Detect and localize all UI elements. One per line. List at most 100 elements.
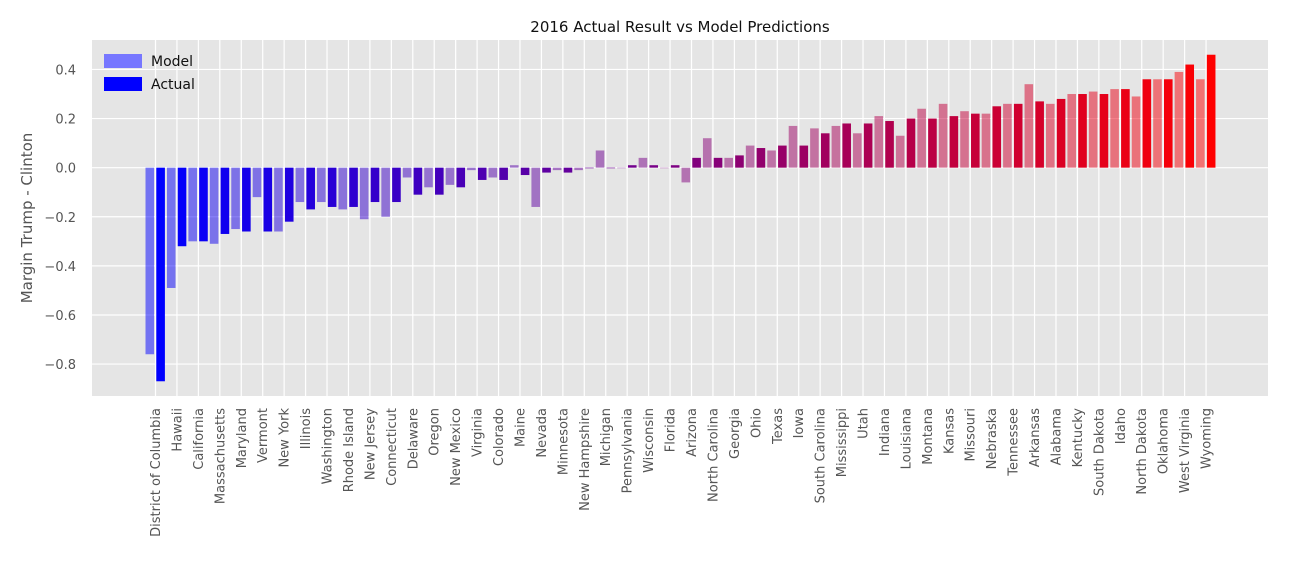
x-tick-label: Hawaii <box>170 408 185 452</box>
bar-actual <box>971 113 980 168</box>
x-tick-label: North Dakota <box>1135 408 1150 495</box>
x-tick-label: South Dakota <box>1092 408 1107 496</box>
bar-actual <box>756 148 766 168</box>
bar-actual <box>1078 94 1087 168</box>
bar-model <box>552 167 562 171</box>
bar-actual <box>627 165 637 168</box>
bar-model <box>660 167 669 169</box>
bar-actual <box>949 116 959 168</box>
bar-actual <box>220 167 230 234</box>
bar-actual <box>735 155 744 168</box>
bar-model <box>853 133 862 168</box>
x-tick-label: Connecticut <box>385 408 400 486</box>
bar-actual <box>1121 89 1130 168</box>
bar-model <box>1110 89 1119 168</box>
x-tick-label: Idaho <box>1114 408 1129 444</box>
legend-label-model: Model <box>151 54 193 70</box>
x-tick-label: Wisconsin <box>642 408 657 473</box>
bar-model <box>574 167 583 171</box>
bar-model <box>831 125 841 168</box>
x-tick-label: New Mexico <box>449 408 464 486</box>
bar-model <box>488 167 498 178</box>
x-tick-label: Arkansas <box>1028 408 1043 467</box>
bar-model <box>445 167 455 185</box>
x-tick-label: Colorado <box>492 408 507 466</box>
bar-model <box>424 167 433 188</box>
x-tick-label: Rhode Island <box>342 408 357 492</box>
bar-actual <box>499 167 508 180</box>
bar-actual <box>413 167 423 195</box>
x-tick-label: Oklahoma <box>1157 408 1172 474</box>
bar-actual <box>885 121 894 168</box>
bar-actual <box>649 165 659 168</box>
x-tick-label: Pennsylvania <box>621 408 636 493</box>
bar-model <box>595 150 605 168</box>
x-tick-label: Louisiana <box>899 408 914 469</box>
x-tick-label: Virginia <box>471 408 486 457</box>
bar-model <box>767 150 776 168</box>
bar-model <box>1174 71 1184 168</box>
bar-model <box>702 138 712 168</box>
bar-model <box>1045 103 1055 168</box>
bar-model <box>317 167 326 203</box>
bar-model <box>274 167 283 232</box>
x-tick-label: Michigan <box>599 408 614 466</box>
bar-model <box>874 116 884 168</box>
x-tick-label: Alabama <box>1049 408 1064 465</box>
bar-actual <box>177 167 187 247</box>
x-tick-label: Nebraska <box>985 408 1000 469</box>
bar-actual <box>670 165 680 168</box>
legend-label-actual: Actual <box>151 77 195 93</box>
bar-model <box>1131 96 1141 168</box>
bar-actual <box>284 167 294 222</box>
bar-model <box>531 167 541 207</box>
x-tick-label: Texas <box>771 408 786 445</box>
x-tick-label: Minnesota <box>556 408 571 475</box>
y-tick-label: −0.2 <box>44 211 76 226</box>
bar-model <box>166 167 176 288</box>
bar-model <box>810 128 819 168</box>
bar-model <box>252 167 262 198</box>
bar-model <box>1153 79 1162 168</box>
bar-actual <box>563 167 573 173</box>
bar-model <box>359 167 369 220</box>
x-tick-label: Nevada <box>535 408 550 458</box>
bar-model <box>981 113 991 168</box>
x-tick-label: Montana <box>921 408 936 465</box>
bar-model <box>381 167 390 217</box>
bar-model <box>188 167 197 242</box>
bar-model <box>1003 103 1012 168</box>
x-tick-label: Massachusetts <box>213 408 228 504</box>
x-tick-label: New Jersey <box>363 408 378 480</box>
bar-actual <box>392 167 401 203</box>
bar-actual <box>520 167 530 176</box>
bar-actual <box>820 133 830 168</box>
x-tick-label: West Virginia <box>1178 408 1193 493</box>
bar-actual <box>242 167 251 232</box>
x-tick-label: Wyoming <box>1200 408 1215 469</box>
x-tick-label: California <box>192 408 207 470</box>
x-tick-label: Kentucky <box>1071 408 1086 468</box>
x-tick-label: Vermont <box>256 408 271 463</box>
x-tick-label: North Carolina <box>706 408 721 502</box>
bar-actual <box>1013 103 1023 168</box>
bar-model <box>895 135 905 168</box>
bar-actual <box>1035 101 1044 168</box>
bar-model <box>467 167 476 171</box>
bar-model <box>145 167 155 355</box>
legend-swatch-actual <box>104 77 142 91</box>
bar-model <box>938 103 948 168</box>
bar-actual <box>435 167 444 195</box>
x-tick-label: Tennessee <box>1007 408 1022 477</box>
bar-actual <box>928 118 937 168</box>
bar-actual <box>542 167 551 173</box>
bar-model <box>231 167 240 230</box>
bar-model <box>617 167 626 169</box>
x-tick-labels: District of Columbia Hawaii California Mass… <box>149 408 1215 537</box>
x-tick-label: Illinois <box>299 408 314 449</box>
bar-actual <box>992 106 1002 168</box>
bar-actual <box>713 157 723 168</box>
bar-actual <box>1206 54 1216 168</box>
bar-model <box>509 165 519 168</box>
